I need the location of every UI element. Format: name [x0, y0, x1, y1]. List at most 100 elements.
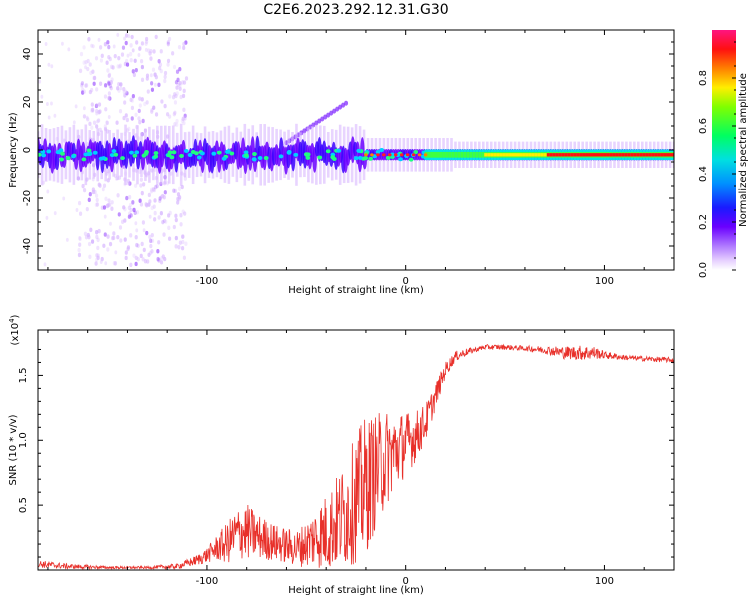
- spectrogram-core-hot: [603, 153, 607, 157]
- spectrogram-speckle: [155, 183, 159, 189]
- spectrogram-speckle: [133, 210, 137, 216]
- spectrogram-core-hot: [636, 153, 640, 157]
- spectrogram-speckle: [150, 189, 153, 194]
- spectrogram-core-hot: [502, 153, 506, 157]
- spectrogram-speckle: [106, 247, 110, 252]
- spectrogram-core: [451, 151, 455, 158]
- spectrogram-speckle: [84, 65, 87, 70]
- spectrogram-speckle: [82, 45, 86, 50]
- spectrogram-speckle: [134, 261, 138, 267]
- spectrogram-speckle: [78, 235, 82, 240]
- spectrogram-streak: [341, 102, 346, 108]
- spectrogram-peak: [375, 150, 381, 155]
- spectrogram-speckle: [167, 36, 172, 42]
- spectrogram-peak: [179, 153, 184, 158]
- spectrogram-speckle: [122, 115, 126, 121]
- spectrogram-speckle: [152, 105, 156, 110]
- spectrogram-speckle: [178, 240, 182, 245]
- spectrogram-speckle: [134, 112, 138, 118]
- spectrogram-peak: [252, 152, 257, 157]
- spectrogram-speckle: [157, 257, 161, 262]
- spectrogram-peak: [41, 153, 47, 158]
- spectrogram-ylabel: Frequency (Hz): [8, 112, 19, 188]
- spectrogram-streak: [317, 118, 322, 124]
- spectrogram-speckle: [151, 67, 156, 72]
- colorbar-label: Normalized spectral amplitude: [738, 73, 749, 227]
- spectrogram-speckle: [131, 93, 135, 99]
- spectrogram-speckle: [101, 187, 105, 192]
- spectrogram-speckle: [138, 45, 142, 51]
- spectrogram-speckle: [81, 183, 85, 189]
- x-tick-label: 0: [403, 576, 409, 587]
- spectrogram-speckle: [79, 51, 84, 57]
- spectrogram-peak: [60, 151, 65, 156]
- spectrogram-peak: [257, 156, 263, 161]
- spectrogram-speckle: [167, 213, 171, 218]
- spectrogram-speckle: [166, 62, 170, 67]
- snr-y-ticks: 0.5 1.0 1.5: [18, 348, 674, 558]
- spectrogram-speckle: [127, 214, 132, 219]
- spectrogram-speckle: [78, 68, 83, 74]
- spectrogram-speckle: [107, 91, 112, 96]
- spectrogram-core-hot: [612, 153, 616, 157]
- spectrogram-speckle: [138, 120, 142, 125]
- spectrogram-peak: [59, 157, 65, 162]
- spectrogram-speckle: [105, 120, 109, 125]
- spectrogram-speckle: [117, 88, 121, 93]
- spectrogram-core: [439, 151, 443, 158]
- spectrogram-speckle: [107, 44, 111, 50]
- x-tick-label: -100: [196, 276, 219, 287]
- spectrogram-speckle: [150, 238, 155, 244]
- spectrogram-speckle: [124, 255, 128, 261]
- spectrogram-speckle: [184, 241, 188, 246]
- spectrogram-speckle: [99, 58, 104, 63]
- spectrogram-speckle: [112, 260, 116, 266]
- spectrogram-x-ticks: -100 0 100: [47, 30, 645, 287]
- spectrogram-streak: [314, 120, 319, 126]
- spectrogram-speckle: [87, 37, 91, 42]
- y-tick-label: 0: [22, 147, 33, 153]
- spectrogram-peak: [46, 149, 52, 154]
- spectrogram-speckle: [134, 221, 138, 226]
- spectrogram-speckle: [47, 115, 51, 120]
- spectrogram-core-hot: [615, 153, 619, 157]
- spectrogram-panel: -100 0 100 -40 -20 0 20 40 Height of straight …: [8, 29, 675, 296]
- spectrogram-core: [463, 151, 467, 158]
- spectrogram-speckle: [156, 256, 160, 262]
- spectrogram-speckle: [103, 42, 107, 47]
- spectrogram-speckle: [145, 100, 149, 105]
- spectrogram-speckle: [110, 200, 114, 205]
- spectrogram-speckle: [116, 86, 120, 91]
- spectrogram-speckle: [133, 58, 137, 63]
- spectrogram-speckle: [174, 235, 178, 241]
- spectrogram-speckle: [106, 40, 110, 45]
- spectrogram-speckle: [157, 59, 161, 64]
- spectrogram-peak: [305, 155, 311, 160]
- spectrogram-speckle: [152, 49, 156, 54]
- spectrogram-speckle: [129, 207, 133, 213]
- spectrogram-speckle: [178, 80, 182, 86]
- spectrogram-speckle: [108, 72, 112, 77]
- snr-x-ticks: -100 0 100: [47, 330, 645, 587]
- spectrogram-core: [460, 151, 464, 158]
- spectrogram-streak: [344, 100, 349, 106]
- figure-title: C2E6.2023.292.12.31.G30: [263, 2, 448, 18]
- spectrogram-speckle: [181, 116, 185, 122]
- spectrogram-speckle: [118, 63, 122, 68]
- spectrogram-peak: [196, 155, 202, 160]
- spectrogram-speckle: [148, 199, 152, 204]
- spectrogram-core-hot: [645, 153, 649, 157]
- spectrogram-core-hot: [528, 153, 532, 157]
- spectrogram-speckle: [112, 231, 116, 236]
- spectrogram-core-hot: [597, 153, 601, 157]
- spectrogram-speckle: [124, 250, 128, 255]
- colorbar-tick-label: 0.8: [698, 70, 709, 86]
- spectrogram-speckle: [180, 118, 184, 124]
- spectrogram-speckle: [97, 228, 101, 234]
- spectrogram-core-hot: [549, 153, 553, 157]
- spectrogram-speckle: [154, 34, 158, 40]
- spectrogram-speckle: [124, 113, 128, 118]
- spectrogram-speckle: [134, 183, 138, 189]
- spectrogram-speckle: [142, 182, 146, 187]
- spectrogram-speckle: [109, 221, 112, 226]
